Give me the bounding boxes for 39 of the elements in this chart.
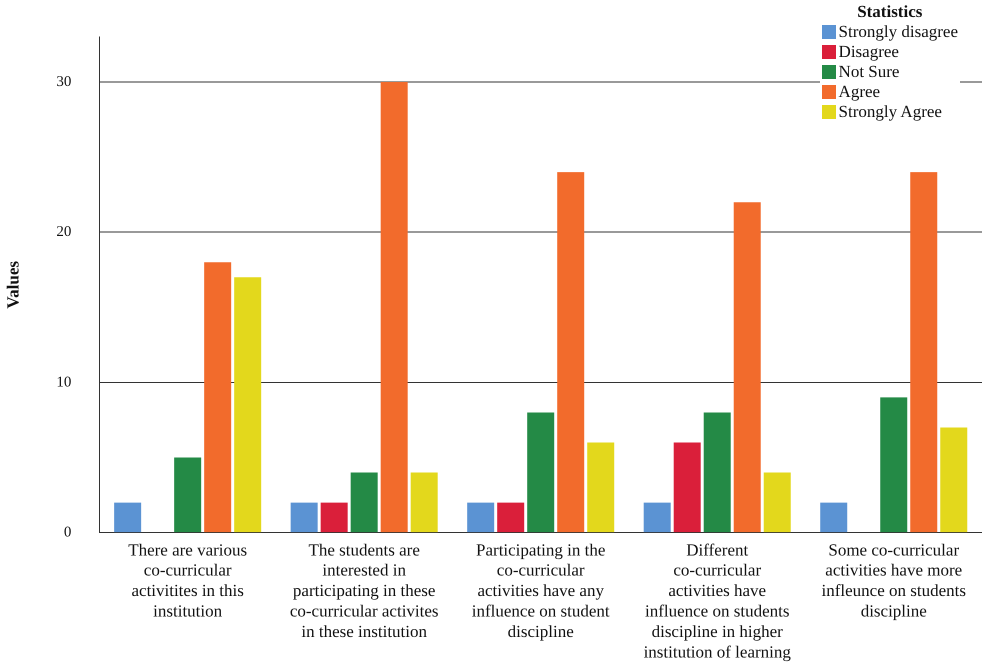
bar [734,202,761,532]
bar [467,502,494,532]
bar [234,277,262,532]
bar [290,502,318,532]
bar [940,427,968,532]
x-tick-label: There are various co-curricular activitites in this institution [128,540,248,620]
y-axis-title: Values [4,260,23,309]
bar [174,458,202,532]
y-tick-label: 0 [64,524,72,541]
legend-label: Strongly disagree [838,22,958,42]
x-tick-label: Different co-curricular activities have influence on students discipline in higher institution of learning [644,540,792,662]
bar [587,442,614,532]
legend-label: Disagree [838,42,899,62]
bar [380,82,408,532]
bar [320,502,348,532]
x-tick-label: The students are interested in participating in these co-curricular activites in these institution [290,540,439,641]
bar [910,172,938,532]
legend-label: Strongly Agree [838,102,942,122]
bar [204,262,232,532]
bar [497,502,524,532]
bar [880,397,908,532]
bar [410,472,438,532]
bar [114,502,142,532]
legend-label: Agree [838,82,880,102]
bar [557,172,584,532]
x-tick-label: Participating in the co-curricular activities have any influence on student discipline [472,540,610,641]
legend-title: Statistics [856,2,924,22]
bar [674,442,701,532]
legend-label: Not Sure [838,62,900,82]
y-tick-label: 20 [56,224,72,240]
bar [704,412,731,532]
bar [644,502,671,532]
bar [350,472,378,532]
bar [764,472,791,532]
y-tick-label: 30 [56,74,72,90]
y-tick-label: 10 [56,374,72,390]
x-tick-label: Some co-curricular activities have more infleunce on students discipline [822,540,966,620]
bar [527,412,554,532]
bar [820,502,848,532]
